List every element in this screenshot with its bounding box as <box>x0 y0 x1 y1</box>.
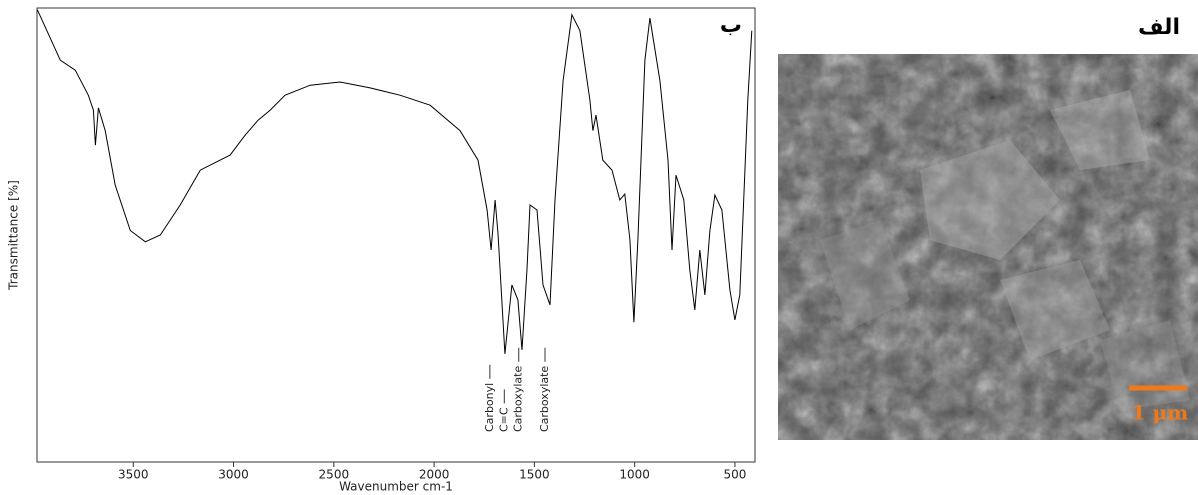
panel-label: ب <box>720 13 742 38</box>
annotation: Carboxylate <box>512 366 525 432</box>
x-tick-label: 3000 <box>218 468 249 482</box>
annotation: Carbonyl <box>483 383 496 432</box>
sem-image <box>778 54 1198 440</box>
y-axis-label: Transmittance [%] <box>7 180 21 291</box>
x-axis-label: Wavenumber cm-1 <box>339 480 453 494</box>
x-tick-label: 1500 <box>519 468 550 482</box>
spectrum-line <box>36 9 753 354</box>
annotation: Carboxylate <box>538 366 551 432</box>
image-label: الف <box>1138 15 1180 40</box>
x-tick-label: 3500 <box>118 468 149 482</box>
plot-frame <box>36 7 756 463</box>
x-tick-label: 2000 <box>419 468 450 482</box>
annotation: C=C <box>497 407 510 432</box>
x-tick-label: 2500 <box>319 468 350 482</box>
x-tick-label: 1000 <box>619 468 650 482</box>
x-tick-label: 500 <box>723 468 746 482</box>
scale-bar-label: 1 μm <box>1132 401 1189 425</box>
